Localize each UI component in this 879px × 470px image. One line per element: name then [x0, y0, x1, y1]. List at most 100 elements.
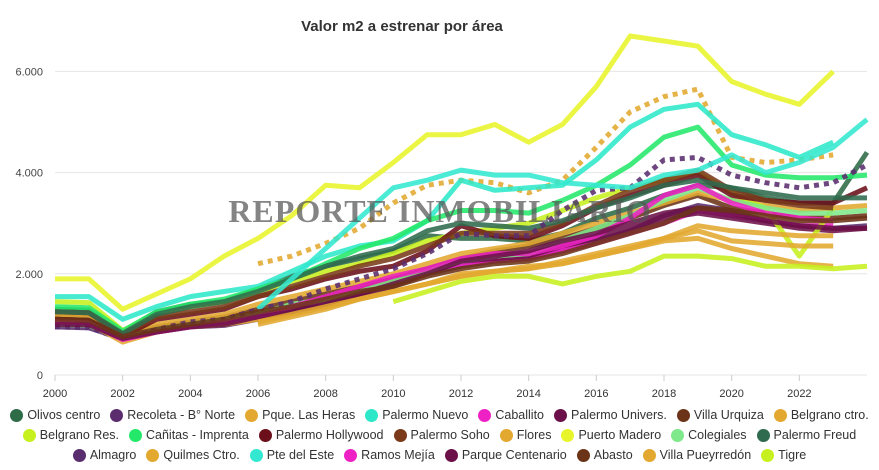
legend-label: Ramos Mejía: [361, 448, 435, 462]
legend-dot-icon: [258, 428, 272, 442]
x-tick-label: 2008: [313, 388, 337, 400]
legend-dot-icon: [561, 428, 575, 442]
legend-row: Olivos centro Recoleta - B° Norte Pque. La…: [0, 405, 879, 425]
legend-label: Palermo Freud: [773, 428, 857, 442]
legend-label: Puerto Madero: [578, 428, 662, 442]
chart-title: Valor m2 a estrenar por área: [301, 18, 503, 35]
legend-row: Belgrano Res. Cañitas - Imprenta Palermo H…: [0, 425, 879, 445]
legend-label: Pte del Este: [266, 448, 335, 462]
legend-item[interactable]: Recoleta - B° Norte: [110, 408, 235, 422]
legend-dot-icon: [773, 408, 787, 422]
legend-label: Recoleta - B° Norte: [127, 408, 236, 422]
legend-dot-icon: [110, 408, 124, 422]
legend-label: Palermo Hollywood: [275, 428, 384, 442]
legend-dot-icon: [478, 408, 492, 422]
legend-dot-icon: [642, 448, 656, 462]
legend-label: Almagro: [89, 448, 137, 462]
legend-label: Quilmes Ctro.: [163, 448, 240, 462]
legend-item[interactable]: Puerto Madero: [561, 428, 661, 442]
legend: Olivos centro Recoleta - B° Norte Pque. La…: [0, 405, 879, 465]
legend-label: Colegiales: [688, 428, 747, 442]
legend-label: Palermo Soho: [410, 428, 490, 442]
legend-dot-icon: [249, 448, 263, 462]
legend-item[interactable]: Villa Urquiza: [676, 408, 764, 422]
series-line-villa-pueyrred-n: [257, 223, 834, 325]
legend-item[interactable]: Palermo Soho: [393, 428, 490, 442]
legend-item[interactable]: Pque. Las Heras: [245, 408, 355, 422]
legend-dot-icon: [245, 408, 259, 422]
legend-item[interactable]: Parque Centenario: [444, 448, 567, 462]
legend-label: Cañitas - Imprenta: [146, 428, 249, 442]
legend-item[interactable]: Cañitas - Imprenta: [129, 428, 249, 442]
y-tick-label: 2.000: [15, 269, 43, 281]
legend-item[interactable]: Palermo Nuevo: [365, 408, 468, 422]
series-line-palermo-nuevo: [55, 101, 835, 322]
x-tick-label: 2004: [178, 388, 202, 400]
legend-item[interactable]: Palermo Hollywood: [258, 428, 384, 442]
x-tick-label: 2002: [110, 388, 134, 400]
legend-item[interactable]: Caballito: [478, 408, 544, 422]
legend-dot-icon: [344, 448, 358, 462]
y-axis-ticks: 0 2.000 4.000 6.000: [15, 66, 43, 382]
legend-item[interactable]: Belgrano Res.: [22, 428, 119, 442]
legend-dot-icon: [756, 428, 770, 442]
legend-dot-icon: [676, 408, 690, 422]
x-tick-label: 2022: [787, 388, 811, 400]
legend-item[interactable]: Ramos Mejía: [344, 448, 435, 462]
x-tick-label: 2020: [719, 388, 743, 400]
legend-dot-icon: [72, 448, 86, 462]
legend-dot-icon: [671, 428, 685, 442]
legend-dot-icon: [499, 428, 513, 442]
y-tick-label: 6.000: [15, 66, 43, 78]
legend-item[interactable]: Belgrano ctro.: [773, 408, 869, 422]
legend-dot-icon: [444, 448, 458, 462]
series-line-palermo-freud: [54, 177, 867, 336]
x-tick-label: 2006: [246, 388, 270, 400]
legend-item[interactable]: Flores: [499, 428, 552, 442]
legend-label: Belgrano ctro.: [790, 408, 869, 422]
series-line-tigre: [392, 253, 868, 304]
y-tick-label: 4.000: [15, 168, 43, 180]
legend-dot-icon: [576, 448, 590, 462]
series-line-puerto-madero: [55, 33, 835, 312]
x-tick-label: 2012: [449, 388, 473, 400]
legend-item[interactable]: Palermo Freud: [756, 428, 857, 442]
legend-label: Flores: [516, 428, 552, 442]
legend-label: Parque Centenario: [461, 448, 567, 462]
x-tick-label: 2014: [516, 388, 540, 400]
legend-label: Pque. Las Heras: [262, 408, 356, 422]
legend-item[interactable]: Colegiales: [671, 428, 747, 442]
legend-label: Olivos centro: [27, 408, 101, 422]
legend-item[interactable]: Almagro: [72, 448, 137, 462]
watermark: REPORTE INMOBILIARIO: [228, 193, 651, 229]
y-tick-label: 0: [37, 370, 43, 382]
legend-label: Palermo Univers.: [571, 408, 667, 422]
legend-label: Palermo Nuevo: [382, 408, 469, 422]
x-tick-label: 2016: [584, 388, 608, 400]
legend-item[interactable]: Quilmes Ctro.: [146, 448, 240, 462]
legend-label: Villa Urquiza: [693, 408, 764, 422]
legend-item[interactable]: Pte del Este: [249, 448, 335, 462]
x-tick-label: 2018: [652, 388, 676, 400]
legend-dot-icon: [761, 448, 775, 462]
legend-item[interactable]: Palermo Univers.: [554, 408, 667, 422]
x-tick-label: 2010: [381, 388, 405, 400]
series-lines: [54, 33, 870, 345]
legend-dot-icon: [146, 448, 160, 462]
legend-dot-icon: [22, 428, 36, 442]
series-line-pte-del-este: [256, 117, 869, 312]
legend-item[interactable]: Tigre: [761, 448, 806, 462]
series-line-abasto: [54, 205, 868, 339]
legend-label: Tigre: [778, 448, 807, 462]
legend-item[interactable]: Villa Pueyrredón: [642, 448, 752, 462]
legend-label: Abasto: [593, 448, 633, 462]
legend-dot-icon: [129, 428, 142, 442]
legend-label: Villa Pueyrredón: [659, 448, 752, 462]
series-line-pque-las-heras: [257, 86, 834, 267]
legend-item[interactable]: Abasto: [576, 448, 633, 462]
legend-dot-icon: [365, 408, 379, 422]
legend-label: Caballito: [495, 408, 545, 422]
legend-item[interactable]: Olivos centro: [10, 408, 100, 422]
legend-row: Almagro Quilmes Ctro. Pte del Este Ramos Me…: [0, 445, 879, 465]
series-line-palermo-soho: [54, 167, 834, 337]
